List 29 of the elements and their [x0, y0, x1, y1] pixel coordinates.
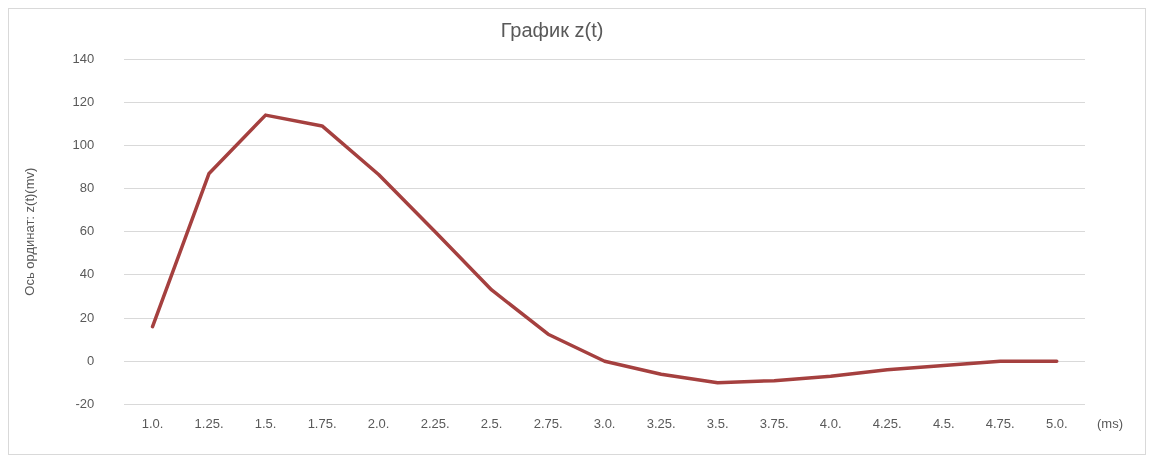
x-tick-label: 2.25.: [420, 415, 450, 431]
x-axis-title: (ms): [1097, 415, 1123, 431]
y-tick-label: 120: [72, 93, 95, 109]
x-tick-label: 2.5.: [480, 415, 503, 431]
y-tick-label: 40: [79, 266, 95, 282]
y-tick-label: 140: [72, 50, 95, 66]
y-axis-title: Ось ординат: z(t)(mv): [22, 167, 38, 296]
x-tick-label: 4.5.: [932, 415, 955, 431]
y-tick-label: 100: [72, 136, 95, 152]
x-tick-label: 3.5.: [706, 415, 729, 431]
x-tick-label: 4.75.: [985, 415, 1015, 431]
y-tick-label: 60: [79, 223, 95, 239]
x-tick-label: 1.0.: [141, 415, 164, 431]
x-tick-label: 5.0.: [1045, 415, 1068, 431]
x-tick-label: 2.75.: [533, 415, 563, 431]
x-tick-label: 1.5.: [254, 415, 277, 431]
y-tick-label: 20: [79, 309, 95, 325]
y-tick-label: -20: [75, 395, 95, 411]
x-tick-label: 3.75.: [759, 415, 789, 431]
x-tick-label: 4.25.: [872, 415, 902, 431]
y-tick-label: 0: [87, 352, 95, 368]
x-tick-label: 3.25.: [646, 415, 676, 431]
x-tick-label: 1.25.: [194, 415, 224, 431]
x-tick-label: 2.0.: [367, 415, 390, 431]
x-tick-label: 1.75.: [307, 415, 337, 431]
x-tick-label: 3.0.: [593, 415, 616, 431]
chart-title: График z(t): [500, 18, 604, 41]
y-tick-label: 80: [79, 180, 95, 196]
x-tick-label: 4.0.: [819, 415, 842, 431]
